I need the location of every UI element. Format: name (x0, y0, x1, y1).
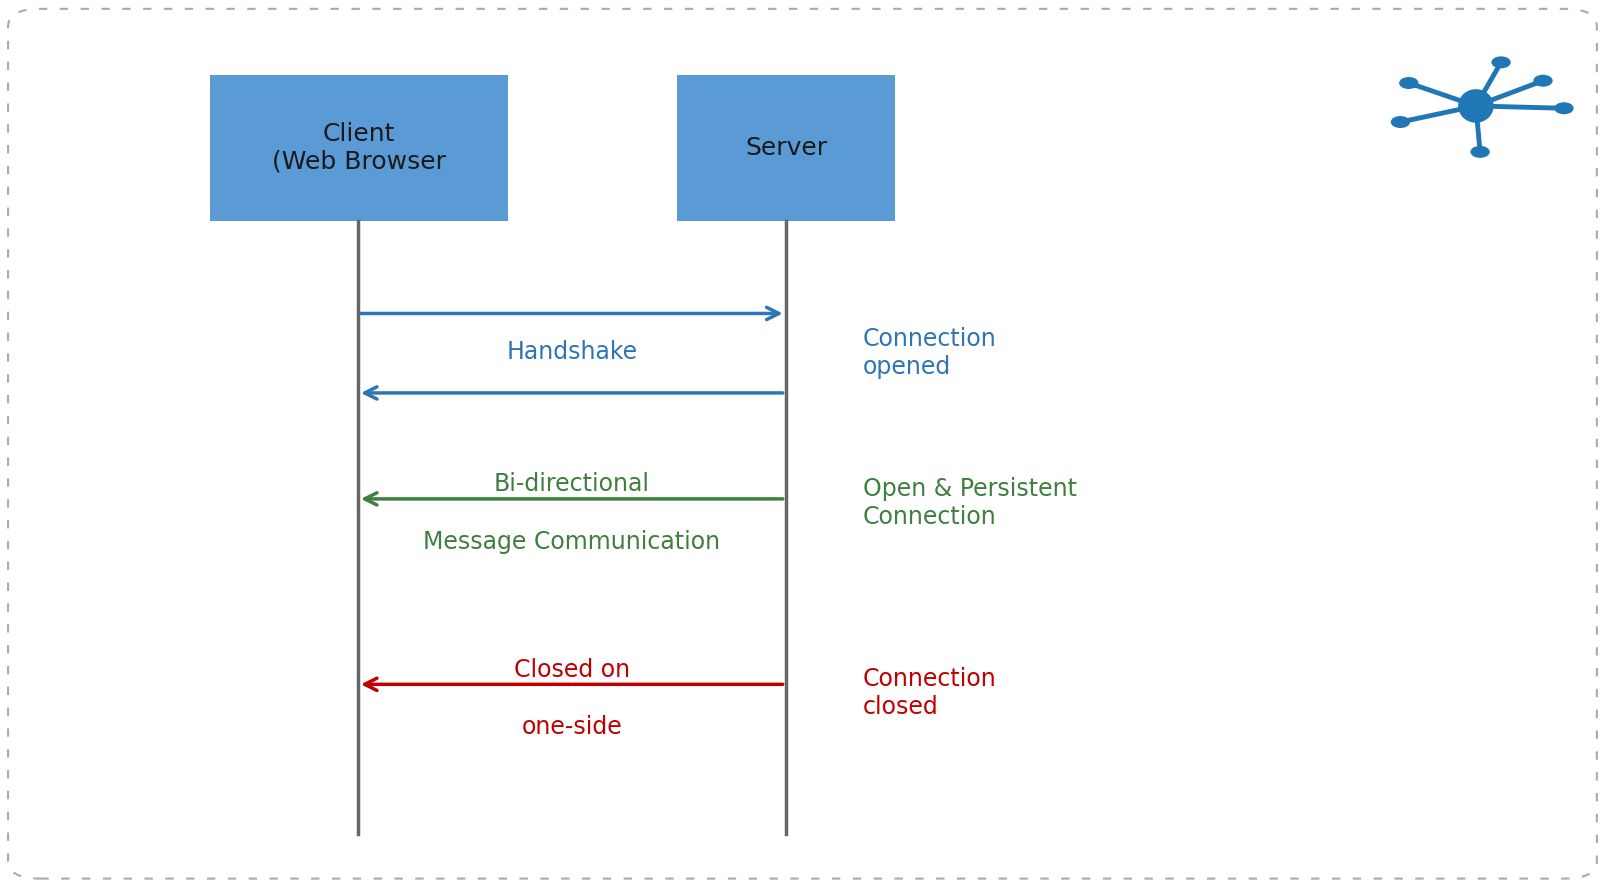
Ellipse shape (1534, 75, 1553, 87)
FancyBboxPatch shape (210, 75, 508, 221)
FancyBboxPatch shape (677, 75, 895, 221)
Text: Server: Server (745, 136, 827, 160)
Ellipse shape (1492, 57, 1511, 68)
Ellipse shape (1458, 89, 1494, 123)
Ellipse shape (1398, 77, 1418, 89)
Text: Connection
closed: Connection closed (863, 668, 997, 719)
Text: Message Communication: Message Communication (423, 530, 721, 554)
Ellipse shape (1555, 102, 1574, 114)
Text: Open & Persistent
Connection: Open & Persistent Connection (863, 478, 1077, 529)
Text: Handshake: Handshake (506, 340, 637, 364)
Text: Bi-directional: Bi-directional (494, 472, 650, 496)
Ellipse shape (1471, 146, 1490, 158)
Text: Closed on: Closed on (515, 658, 629, 682)
Ellipse shape (1390, 116, 1410, 128)
Text: one-side: one-side (521, 715, 623, 739)
Text: Connection
opened: Connection opened (863, 328, 997, 379)
Text: Client
(Web Browser: Client (Web Browser (273, 122, 445, 174)
